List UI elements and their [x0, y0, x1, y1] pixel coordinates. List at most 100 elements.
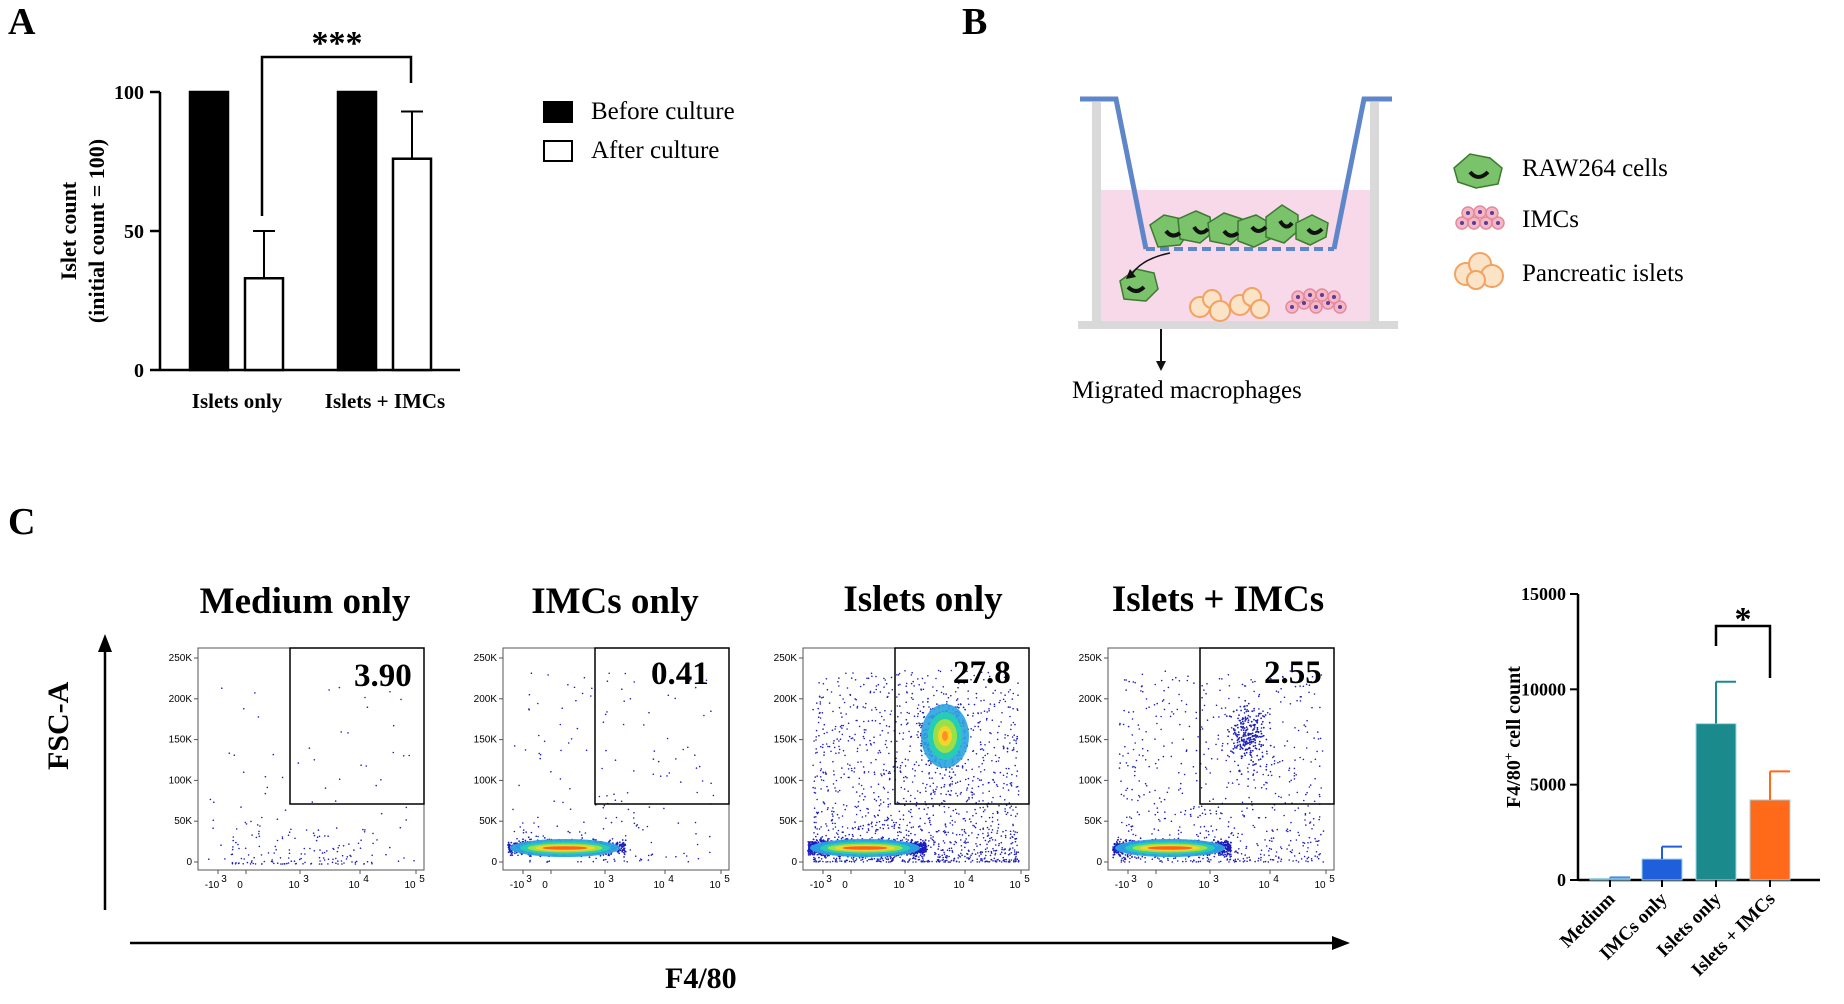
imc-cluster-icon	[1455, 205, 1505, 230]
x-tick-label: Islets + IMCs	[325, 389, 445, 413]
density-band	[842, 846, 888, 850]
gate-value-islets-only: 27.8	[953, 655, 1011, 691]
bar	[336, 90, 378, 372]
legend-item-before-culture: Before culture	[543, 98, 735, 126]
gate-value-medium-only: 3.90	[354, 658, 412, 694]
flow-title-imcs-only: IMCs only	[531, 581, 699, 622]
x-tick-exponent: 3	[608, 874, 614, 885]
x-tick-exponent: 5	[1024, 874, 1030, 885]
x-tick-label: 10	[653, 880, 665, 891]
x-tick-exponent: 5	[724, 874, 730, 885]
y-tick-label: 0	[791, 857, 797, 868]
migrated-macrophages-label: Migrated macrophages	[1072, 377, 1302, 404]
bar	[1589, 877, 1631, 881]
y-tick-label: 5000	[1530, 775, 1566, 795]
y-tick-label: 150K	[474, 735, 498, 746]
x-tick-exponent: 5	[1329, 874, 1335, 885]
y-tick-label: 0	[1096, 857, 1102, 868]
y-tick-label: 50	[124, 221, 144, 243]
panel-letter-a: A	[8, 1, 36, 43]
panel-letter-b: B	[962, 1, 988, 43]
x-tick-exponent: 3	[1213, 874, 1219, 885]
well-bottom	[1078, 321, 1398, 329]
bar	[391, 157, 433, 372]
well-wall-right	[1370, 102, 1379, 325]
x-tick-label: 0	[842, 880, 848, 891]
flow-plot-frame	[197, 647, 425, 871]
x-tick-label: 10	[593, 880, 605, 891]
fsc-a-axis-label: FSC-A	[42, 681, 75, 770]
y-tick-label: 200K	[474, 694, 498, 705]
x-tick-exponent: 4	[668, 874, 674, 885]
y-axis-sublabel: (initial count = 100)	[84, 139, 109, 323]
islets-bottom	[1189, 287, 1270, 322]
y-tick-label: 0	[491, 857, 497, 868]
flow-shared-axes	[98, 634, 1350, 950]
legend-label-raw264: RAW264 cells	[1522, 155, 1668, 182]
y-axis-label: F4/80+ cell count	[1501, 666, 1526, 808]
islet-icon	[1454, 252, 1504, 290]
density-band	[1147, 846, 1193, 850]
y-tick-label: 50K	[174, 816, 192, 827]
x-tick-exponent: 5	[419, 874, 425, 885]
x-tick-label: Islets only	[192, 389, 283, 413]
y-tick-label: 100K	[1079, 775, 1103, 786]
x-tick-label: 10	[288, 880, 300, 891]
islet-count-chart: 0 50 100 Islets only Islets + IMCs Islet coun…	[56, 25, 460, 413]
x-tick-label: 10	[1009, 880, 1021, 891]
x-tick-exponent: 3	[1131, 874, 1137, 885]
density-band	[542, 846, 588, 850]
x-tick-label: -10	[205, 880, 220, 891]
x-tick-label: -10	[810, 880, 825, 891]
flow-plot-frame	[1107, 647, 1335, 871]
gate-value-islets-imcs: 2.55	[1264, 655, 1322, 691]
y-tick-label: 0	[134, 360, 144, 382]
x-tick-label: 10	[1198, 880, 1210, 891]
x-tick-label: 10	[348, 880, 360, 891]
insert-wall-left	[1080, 96, 1149, 250]
f480-positive-gate	[894, 647, 1030, 805]
x-tick-exponent: 4	[968, 874, 974, 885]
f480-axis-label: F4/80	[665, 962, 737, 995]
imcs-bottom	[1285, 288, 1347, 314]
event-dots	[208, 683, 415, 865]
x-tick-label: 10	[709, 880, 721, 891]
y-tick-label: 0	[1557, 870, 1566, 890]
x-tick-label: -10	[510, 880, 525, 891]
insert-wall-right	[1331, 96, 1392, 250]
flow-title-medium-only: Medium only	[199, 581, 411, 622]
f480-positive-gate	[1199, 647, 1335, 805]
y-axis-label: Islet count	[56, 181, 81, 280]
y-tick-label: 250K	[474, 653, 498, 664]
y-tick-label: 50K	[779, 816, 797, 827]
x-tick-label: 0	[237, 880, 243, 891]
bar	[1695, 723, 1737, 881]
bar	[188, 90, 230, 372]
x-tick-exponent: 3	[303, 874, 309, 885]
x-tick-label: 10	[1258, 880, 1270, 891]
f480-positive-gate	[594, 647, 730, 805]
y-tick-label: 0	[186, 857, 192, 868]
x-tick-label: 0	[1147, 880, 1153, 891]
macrophage-icon	[1453, 153, 1503, 189]
f480-positive-gate	[289, 647, 425, 805]
y-tick-label: 15000	[1521, 584, 1566, 604]
y-tick-label: 10000	[1521, 679, 1566, 699]
y-tick-label: 200K	[774, 694, 798, 705]
y-tick-label: 200K	[169, 694, 193, 705]
legend-swatch-before	[543, 101, 573, 123]
x-tick-label: -10	[1115, 880, 1130, 891]
significance-bracket	[260, 55, 413, 216]
y-tick-label: 250K	[1079, 653, 1103, 664]
y-tick-label: 100K	[169, 775, 193, 786]
raw264-cells-upper	[1149, 204, 1329, 248]
y-tick-label: 50K	[479, 816, 497, 827]
bar	[1641, 858, 1683, 881]
well-wall-left	[1092, 102, 1101, 325]
gate-value-imcs-only: 0.41	[651, 656, 709, 692]
significance-bracket	[1714, 624, 1772, 678]
